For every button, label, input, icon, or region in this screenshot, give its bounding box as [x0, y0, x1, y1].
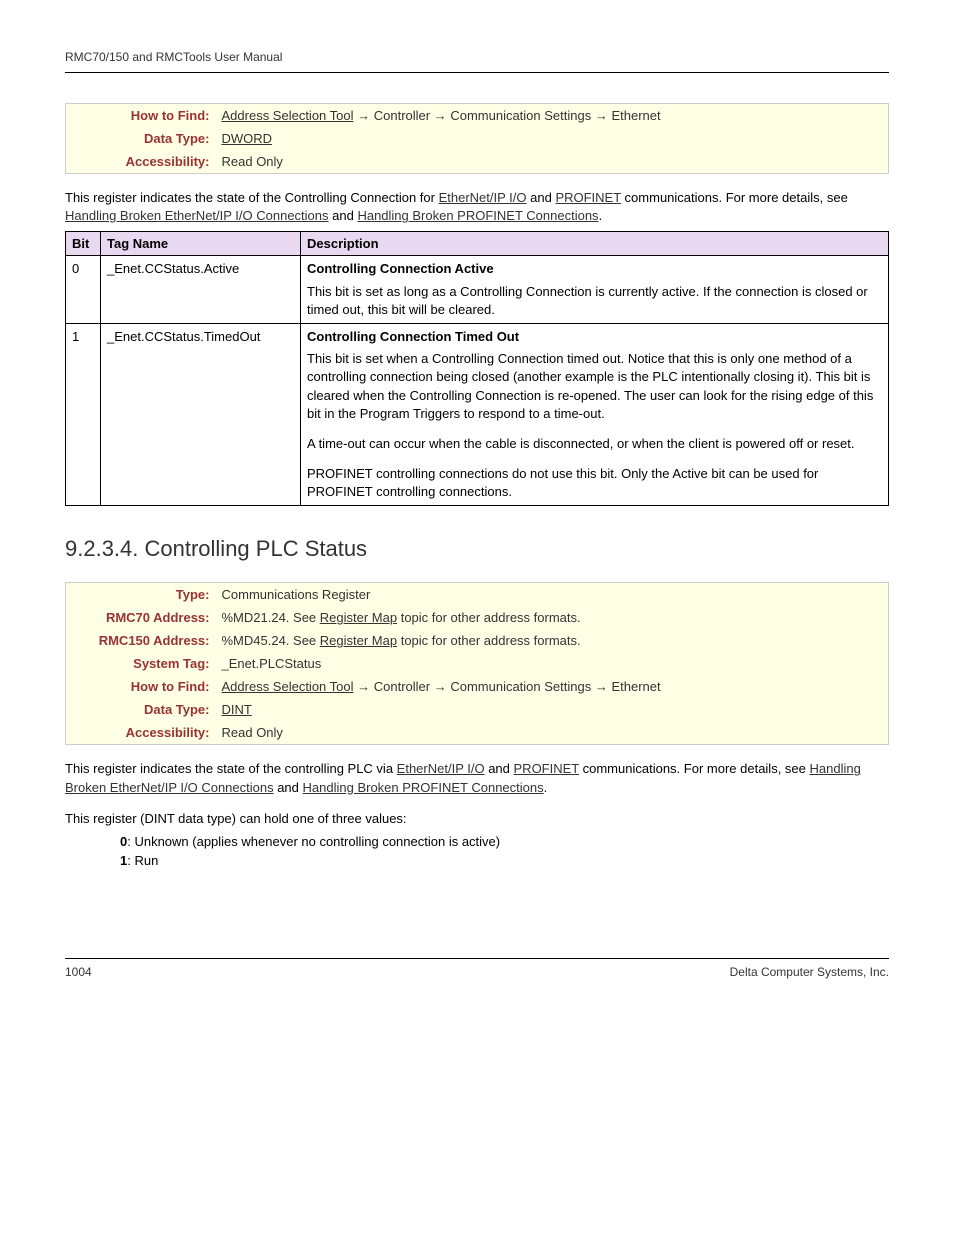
- bit-header-bit: Bit: [66, 232, 101, 256]
- description-1: This register indicates the state of the…: [65, 189, 889, 225]
- footer-company: Delta Computer Systems, Inc.: [730, 965, 889, 979]
- info-label: How to Find:: [66, 104, 216, 128]
- info-label: Data Type:: [66, 127, 216, 150]
- tag-cell: _Enet.CCStatus.TimedOut: [101, 323, 301, 506]
- info-label: RMC70 Address:: [66, 606, 216, 629]
- info-label: RMC150 Address:: [66, 629, 216, 652]
- info-value: Read Only: [216, 150, 889, 174]
- info-value: DINT: [216, 698, 889, 721]
- info-label: Data Type:: [66, 698, 216, 721]
- info-label: Accessibility:: [66, 150, 216, 174]
- info-value: Address Selection Tool → Controller → Co…: [216, 675, 889, 698]
- description-3: This register (DINT data type) can hold …: [65, 810, 889, 828]
- list-item: 1: Run: [120, 853, 889, 868]
- desc-cell: Controlling Connection Timed OutThis bit…: [301, 323, 889, 506]
- table-row: 0_Enet.CCStatus.ActiveControlling Connec…: [66, 256, 889, 324]
- tag-cell: _Enet.CCStatus.Active: [101, 256, 301, 324]
- footer-rule: [65, 958, 889, 959]
- value-list: 0: Unknown (applies whenever no controll…: [65, 834, 889, 868]
- page-number: 1004: [65, 965, 92, 979]
- header-rule: [65, 72, 889, 73]
- bit-cell: 1: [66, 323, 101, 506]
- bit-cell: 0: [66, 256, 101, 324]
- info-value: _Enet.PLCStatus: [216, 652, 889, 675]
- info-value: Communications Register: [216, 583, 889, 607]
- description-2: This register indicates the state of the…: [65, 760, 889, 796]
- table-row: 1_Enet.CCStatus.TimedOutControlling Conn…: [66, 323, 889, 506]
- page-header: RMC70/150 and RMCTools User Manual: [65, 50, 889, 64]
- info-label: Type:: [66, 583, 216, 607]
- info-label: How to Find:: [66, 675, 216, 698]
- info-label: System Tag:: [66, 652, 216, 675]
- bit-header-desc: Description: [301, 232, 889, 256]
- desc-cell: Controlling Connection ActiveThis bit is…: [301, 256, 889, 324]
- info-label: Accessibility:: [66, 721, 216, 745]
- info-box-1: How to Find:Address Selection Tool → Con…: [65, 103, 889, 174]
- info-value: DWORD: [216, 127, 889, 150]
- info-value: Read Only: [216, 721, 889, 745]
- section-heading: 9.2.3.4. Controlling PLC Status: [65, 536, 889, 562]
- info-value: %MD45.24. See Register Map topic for oth…: [216, 629, 889, 652]
- bit-table: Bit Tag Name Description 0_Enet.CCStatus…: [65, 231, 889, 506]
- info-box-2: Type:Communications RegisterRMC70 Addres…: [65, 582, 889, 745]
- info-value: Address Selection Tool → Controller → Co…: [216, 104, 889, 128]
- bit-header-tag: Tag Name: [101, 232, 301, 256]
- info-value: %MD21.24. See Register Map topic for oth…: [216, 606, 889, 629]
- list-item: 0: Unknown (applies whenever no controll…: [120, 834, 889, 849]
